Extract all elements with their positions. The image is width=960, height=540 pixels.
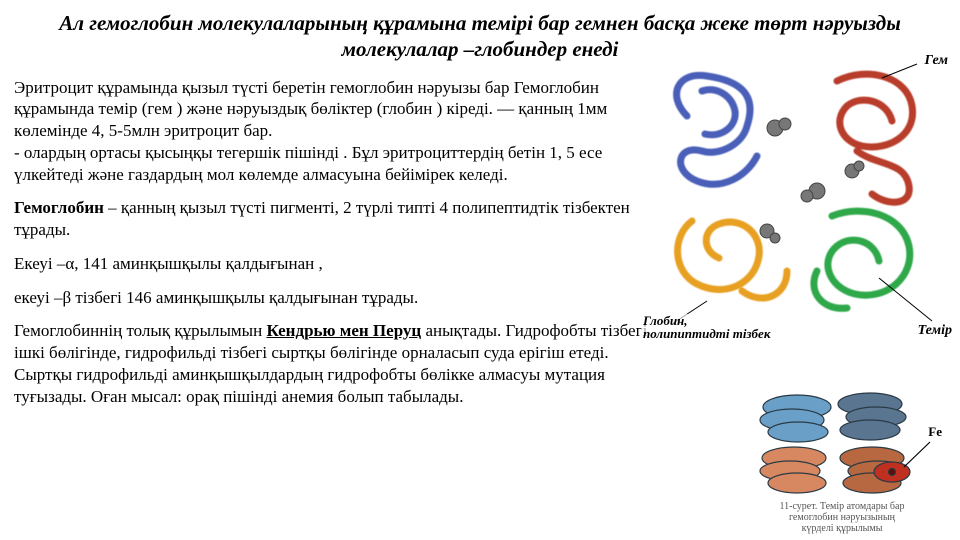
label-temir: Темір: [916, 324, 954, 338]
paragraph-2: Гемоглобин – қанның қызыл түсті пигменті…: [14, 197, 654, 241]
term-hemoglobin: Гемоглобин: [14, 198, 104, 217]
paragraph-3: Екеуі –α, 141 аминқышқылы қалдығынан ,: [14, 253, 654, 275]
hemoglobin-fe-figure: Fe 11-сурет. Темір атомдары бар гемоглоб…: [742, 372, 942, 532]
scientists-kendrew-perutz: Кендрью мен Перуц: [266, 321, 421, 340]
label-globin: Глобин, полипиптидті тізбек: [641, 314, 772, 340]
paragraph-4: екеуі –β тізбегі 146 аминқышқылы қалдығы…: [14, 287, 654, 309]
page-title: Ал гемоглобин молекулаларының құрамына т…: [14, 10, 946, 63]
hemoglobin-svg: [647, 56, 952, 336]
text-content: Эритроцит құрамында қызыл түсті беретін …: [14, 77, 654, 408]
label-fe: Fe: [928, 424, 942, 440]
paragraph-2-rest: – қанның қызыл түсті пигменті, 2 түрлі т…: [14, 198, 630, 239]
label-gem: Гем: [923, 54, 951, 68]
hemoglobin-structure-figure: Гем Глобин, полипиптидті тізбек Темір: [647, 56, 952, 336]
paragraph-5: Гемоглобиннің толық құрылымын Кендрью ме…: [14, 320, 654, 407]
paragraph-1: Эритроцит құрамында қызыл түсті беретін …: [14, 77, 654, 186]
paragraph-5-a: Гемоглобиннің толық құрылымын: [14, 321, 266, 340]
figure-2-caption: 11-сурет. Темір атомдары бар гемоглобин …: [742, 501, 942, 534]
